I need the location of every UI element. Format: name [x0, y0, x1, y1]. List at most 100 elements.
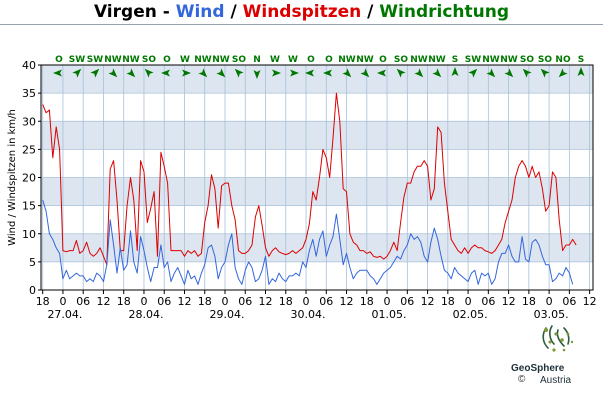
wind-direction-arrow-icon: [360, 68, 370, 78]
wind-direction-label: NW: [104, 55, 122, 65]
wind-direction-arrow-icon: [305, 69, 314, 77]
wind-direction-arrow-icon: [396, 68, 406, 78]
plot-band: [41, 121, 593, 150]
title-gust: Windspitzen: [242, 2, 362, 22]
x-tick-label: 06: [400, 295, 414, 308]
wind-direction-arrow-icon: [432, 68, 442, 78]
x-tick-label: 0: [465, 295, 472, 308]
plot-band: [41, 65, 593, 94]
x-tick-label: 12: [177, 295, 191, 308]
y-tick-label: 15: [22, 200, 36, 213]
wind-direction-label: N: [253, 55, 261, 65]
x-tick-label: 18: [198, 295, 212, 308]
wind-direction-label: SO: [520, 55, 534, 65]
wind-direction-arrow-icon: [90, 68, 100, 78]
date-label: 28.04.: [128, 308, 163, 321]
y-tick-label: 35: [22, 87, 36, 100]
date-label: 27.04.: [47, 308, 82, 321]
x-tick-label: 18: [441, 295, 455, 308]
copyright-sign: ©: [518, 374, 526, 385]
wind-direction-label: SO: [538, 55, 552, 65]
wind-direction-arrow-icon: [290, 69, 299, 77]
wind-direction-arrow-icon: [504, 68, 514, 78]
date-label: 30.04.: [291, 308, 326, 321]
wind-series-line: [42, 199, 574, 285]
date-label: 02.05.: [453, 308, 488, 321]
y-tick-label: 5: [29, 256, 36, 269]
wind-direction-label: NW: [428, 55, 446, 65]
x-tick-label: 06: [238, 295, 252, 308]
wind-direction-arrow-icon: [451, 67, 459, 76]
x-tick-label: 06: [76, 295, 90, 308]
wind-direction-label: SW: [87, 55, 103, 65]
x-tick-label: 18: [117, 295, 131, 308]
wind-direction-arrow-icon: [161, 69, 170, 77]
wind-direction-arrow-icon: [108, 68, 118, 78]
wind-direction-label: NW: [194, 55, 212, 65]
wind-direction-label: NW: [338, 55, 356, 65]
x-tick-label: 18: [279, 295, 293, 308]
x-tick-label: 18: [522, 295, 536, 308]
wind-direction-arrow-icon: [144, 68, 154, 78]
wind-direction-arrow-icon: [216, 68, 226, 78]
wind-direction-label: S: [578, 55, 584, 65]
x-tick-label: 06: [157, 295, 171, 308]
wind-direction-arrow-icon: [377, 69, 386, 77]
wind-direction-label: SO: [142, 55, 156, 65]
y-tick-label: 10: [22, 228, 36, 241]
wind-direction-label: NW: [212, 55, 230, 65]
y-tick-label: 20: [22, 172, 36, 185]
wind-direction-label: NW: [410, 55, 428, 65]
wind-direction-label: NW: [500, 55, 518, 65]
title-wind: Wind: [175, 2, 225, 22]
x-tick-label: 12: [96, 295, 110, 308]
wind-direction-label: NW: [356, 55, 374, 65]
x-tick-label: 0: [140, 295, 147, 308]
y-tick-label: 40: [22, 59, 36, 72]
x-tick-label: 0: [546, 295, 553, 308]
y-tick-label: 30: [22, 115, 36, 128]
title-place: Virgen -: [93, 2, 176, 22]
x-tick-label: 0: [222, 295, 229, 308]
wind-direction-arrow-icon: [540, 68, 550, 78]
wind-direction-label: SO: [232, 55, 246, 65]
x-tick-label: 06: [319, 295, 333, 308]
x-tick-label: 0: [303, 295, 310, 308]
x-tick-label: 06: [562, 295, 576, 308]
wind-direction-label: S: [452, 55, 458, 65]
geosphere-logo-icon: [542, 325, 574, 352]
wind-direction-label: NW: [122, 55, 140, 65]
y-axis-label: Wind / Windspitzen in km/h: [7, 109, 18, 246]
x-tick-label: 18: [360, 295, 374, 308]
x-tick-label: 12: [583, 295, 597, 308]
title-direction: Windrichtung: [379, 2, 510, 22]
wind-direction-label: O: [55, 55, 63, 65]
wind-direction-label: W: [180, 55, 190, 65]
wind-direction-arrow-icon: [558, 68, 568, 78]
wind-direction-arrow-icon: [323, 69, 332, 77]
date-label: 03.05.: [534, 308, 569, 321]
wind-direction-label: NO: [555, 55, 571, 65]
x-tick-label: 06: [481, 295, 495, 308]
wind-direction-arrow-icon: [53, 69, 62, 77]
x-tick-label: 18: [36, 295, 50, 308]
wind-direction-arrow-icon: [577, 67, 585, 76]
x-tick-label: 0: [384, 295, 391, 308]
y-tick-label: 25: [22, 143, 36, 156]
x-tick-label: 0: [59, 295, 66, 308]
x-tick-label: 12: [421, 295, 435, 308]
wind-direction-label: O: [307, 55, 315, 65]
wind-direction-arrow-icon: [522, 68, 532, 78]
wind-direction-label: SW: [465, 55, 481, 65]
date-label: 01.05.: [372, 308, 407, 321]
x-tick-label: 12: [259, 295, 273, 308]
wind-direction-label: NW: [482, 55, 500, 65]
wind-direction-arrow-icon: [414, 68, 424, 78]
gust-series-line: [42, 92, 577, 266]
wind-direction-label: SW: [69, 55, 85, 65]
logo-name: GeoSphere: [511, 363, 565, 374]
wind-direction-arrow-icon: [272, 69, 281, 77]
x-tick-label: 12: [340, 295, 354, 308]
wind-direction-label: W: [270, 55, 280, 65]
